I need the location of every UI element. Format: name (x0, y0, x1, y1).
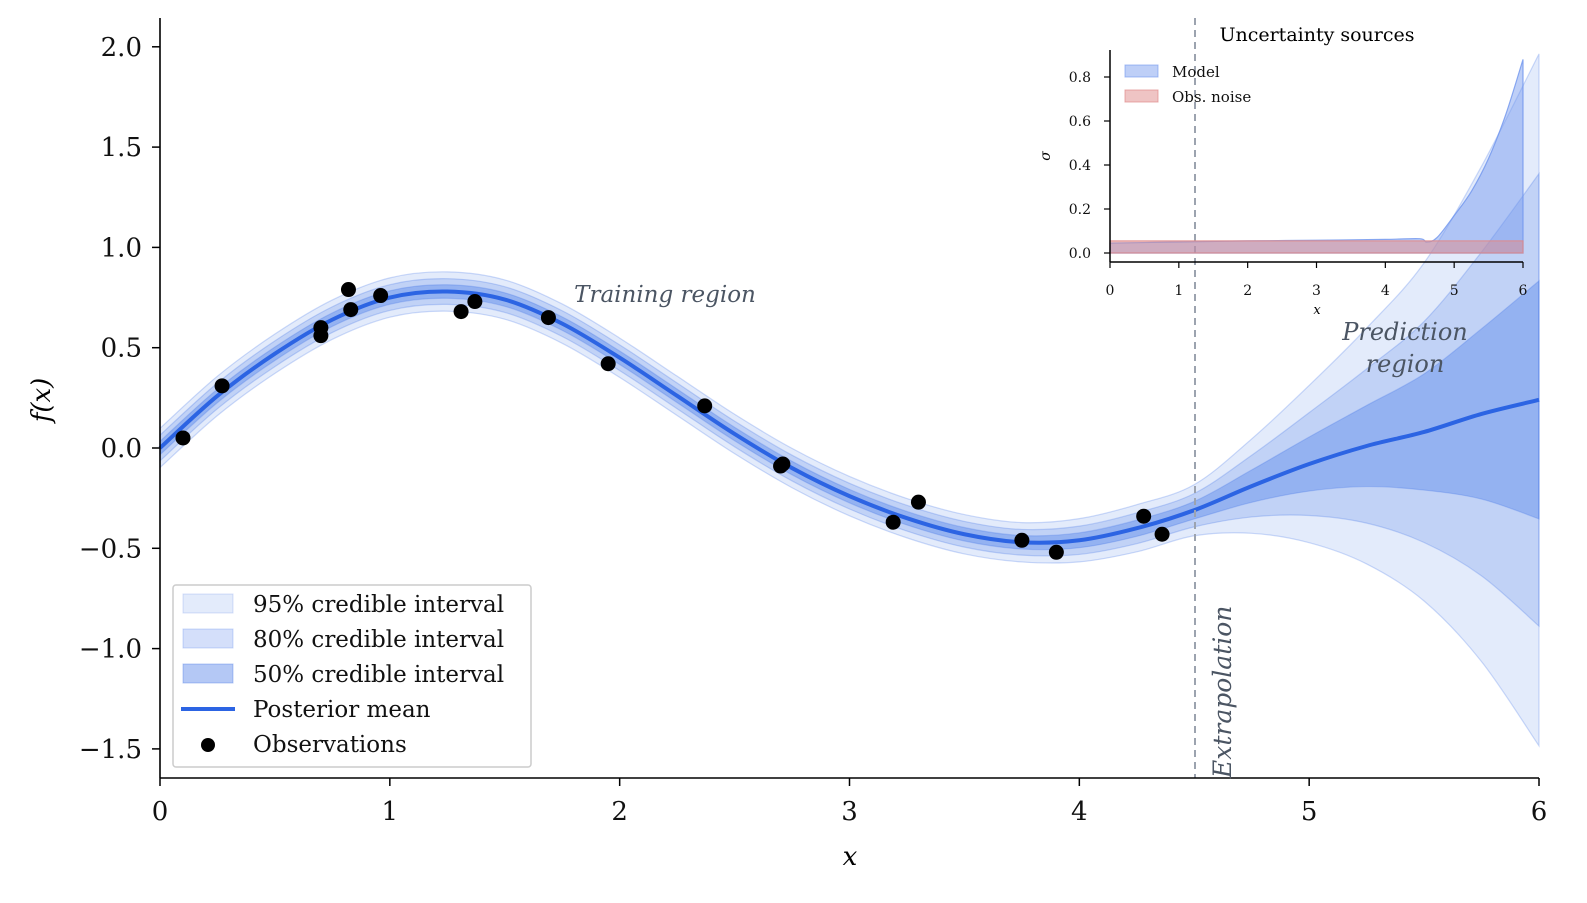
legend-swatch-observations (201, 738, 215, 752)
y-tick-label: 0.0 (101, 434, 142, 464)
x-tick-label: 1 (382, 797, 399, 827)
observation-point (600, 356, 616, 372)
inset-x-tick-label: 1 (1174, 283, 1183, 299)
inset-y-tick-label: 0.4 (1069, 158, 1091, 174)
legend-label-mean: Posterior mean (253, 697, 431, 723)
y-tick-label: −0.5 (79, 534, 142, 564)
y-tick-label: −1.0 (79, 635, 142, 665)
y-tick-label: 2.0 (101, 33, 142, 63)
y-axis-label: f(x) (27, 378, 57, 425)
observation-point (373, 288, 389, 304)
inset-x-tick-label: 3 (1312, 283, 1321, 299)
inset-x-tick-label: 2 (1243, 283, 1252, 299)
legend-label-observations: Observations (253, 732, 407, 758)
inset-y-tick-label: 0.0 (1069, 246, 1091, 262)
legend-swatch-95 (182, 593, 234, 614)
inset-legend-label-model: Model (1172, 63, 1220, 81)
inset-legend-swatch-model (1124, 64, 1159, 78)
observation-point (214, 378, 230, 394)
y-tick-label: 1.5 (101, 133, 142, 163)
observation-point (467, 294, 483, 310)
prediction-region-label-line2: region (1366, 350, 1445, 378)
observation-point (175, 430, 191, 446)
inset-legend-label-noise: Obs. noise (1172, 88, 1251, 106)
legend-label-50: 50% credible interval (253, 662, 504, 688)
legend-label-80: 80% credible interval (253, 627, 504, 653)
observation-point (1048, 544, 1064, 560)
inset-y-tick-label: 0.6 (1069, 114, 1091, 130)
x-tick-label: 5 (1301, 797, 1318, 827)
inset-x-tick-label: 5 (1450, 283, 1459, 299)
inset-legend-swatch-noise (1124, 89, 1159, 103)
y-tick-label: 0.5 (101, 334, 142, 364)
x-tick-label: 4 (1071, 797, 1088, 827)
observation-point (697, 398, 713, 414)
x-tick-label: 0 (152, 797, 169, 827)
x-tick-label: 2 (611, 797, 628, 827)
inset-x-tick-label: 4 (1381, 283, 1390, 299)
x-tick-label: 6 (1531, 797, 1548, 827)
x-tick-label: 3 (841, 797, 858, 827)
observation-point (340, 282, 356, 298)
inset-x-tick-label: 6 (1519, 283, 1528, 299)
extrapolation-label: Extrapolation (1208, 606, 1237, 779)
prediction-region-label-line1: Prediction (1341, 318, 1468, 346)
observation-point (775, 456, 791, 472)
observation-point (885, 514, 901, 530)
inset-chart: Uncertainty sources 0 1 2 3 4 5 6 0.0 0.2 0.4 0.6… (1038, 24, 1528, 318)
y-tick-label: −1.5 (79, 735, 142, 765)
band-95-percent (159, 53, 1540, 748)
inset-title: Uncertainty sources (1219, 24, 1414, 46)
observation-point (313, 328, 329, 344)
observation-point (1136, 508, 1152, 524)
observation-point (910, 494, 926, 510)
training-region-label: Training region (574, 282, 756, 308)
inset-area-obs-noise (1109, 240, 1524, 254)
inset-y-tick-label: 0.8 (1069, 70, 1091, 86)
inset-y-label: σ (1038, 151, 1054, 161)
legend: 95% credible interval 80% credible inter… (172, 584, 532, 768)
inset-y-tick-label: 0.2 (1069, 202, 1091, 218)
observation-point (453, 304, 469, 320)
y-ticks: −1.5 −1.0 −0.5 0.0 0.5 1.0 1.5 2.0 (79, 33, 160, 765)
inset-x-label: x (1313, 303, 1321, 318)
observation-point (343, 302, 359, 318)
observation-point (1014, 532, 1030, 548)
legend-swatch-50 (182, 663, 234, 684)
legend-label-95: 95% credible interval (253, 592, 504, 618)
inset-x-tick-label: 0 (1106, 283, 1115, 299)
x-axis-label: x (843, 842, 858, 872)
legend-swatch-80 (182, 628, 234, 649)
observation-point (1154, 526, 1170, 542)
y-tick-label: 1.0 (101, 233, 142, 263)
observation-point (540, 310, 556, 326)
observations (175, 282, 1170, 560)
x-ticks: 0 1 2 3 4 5 6 (152, 778, 1548, 827)
